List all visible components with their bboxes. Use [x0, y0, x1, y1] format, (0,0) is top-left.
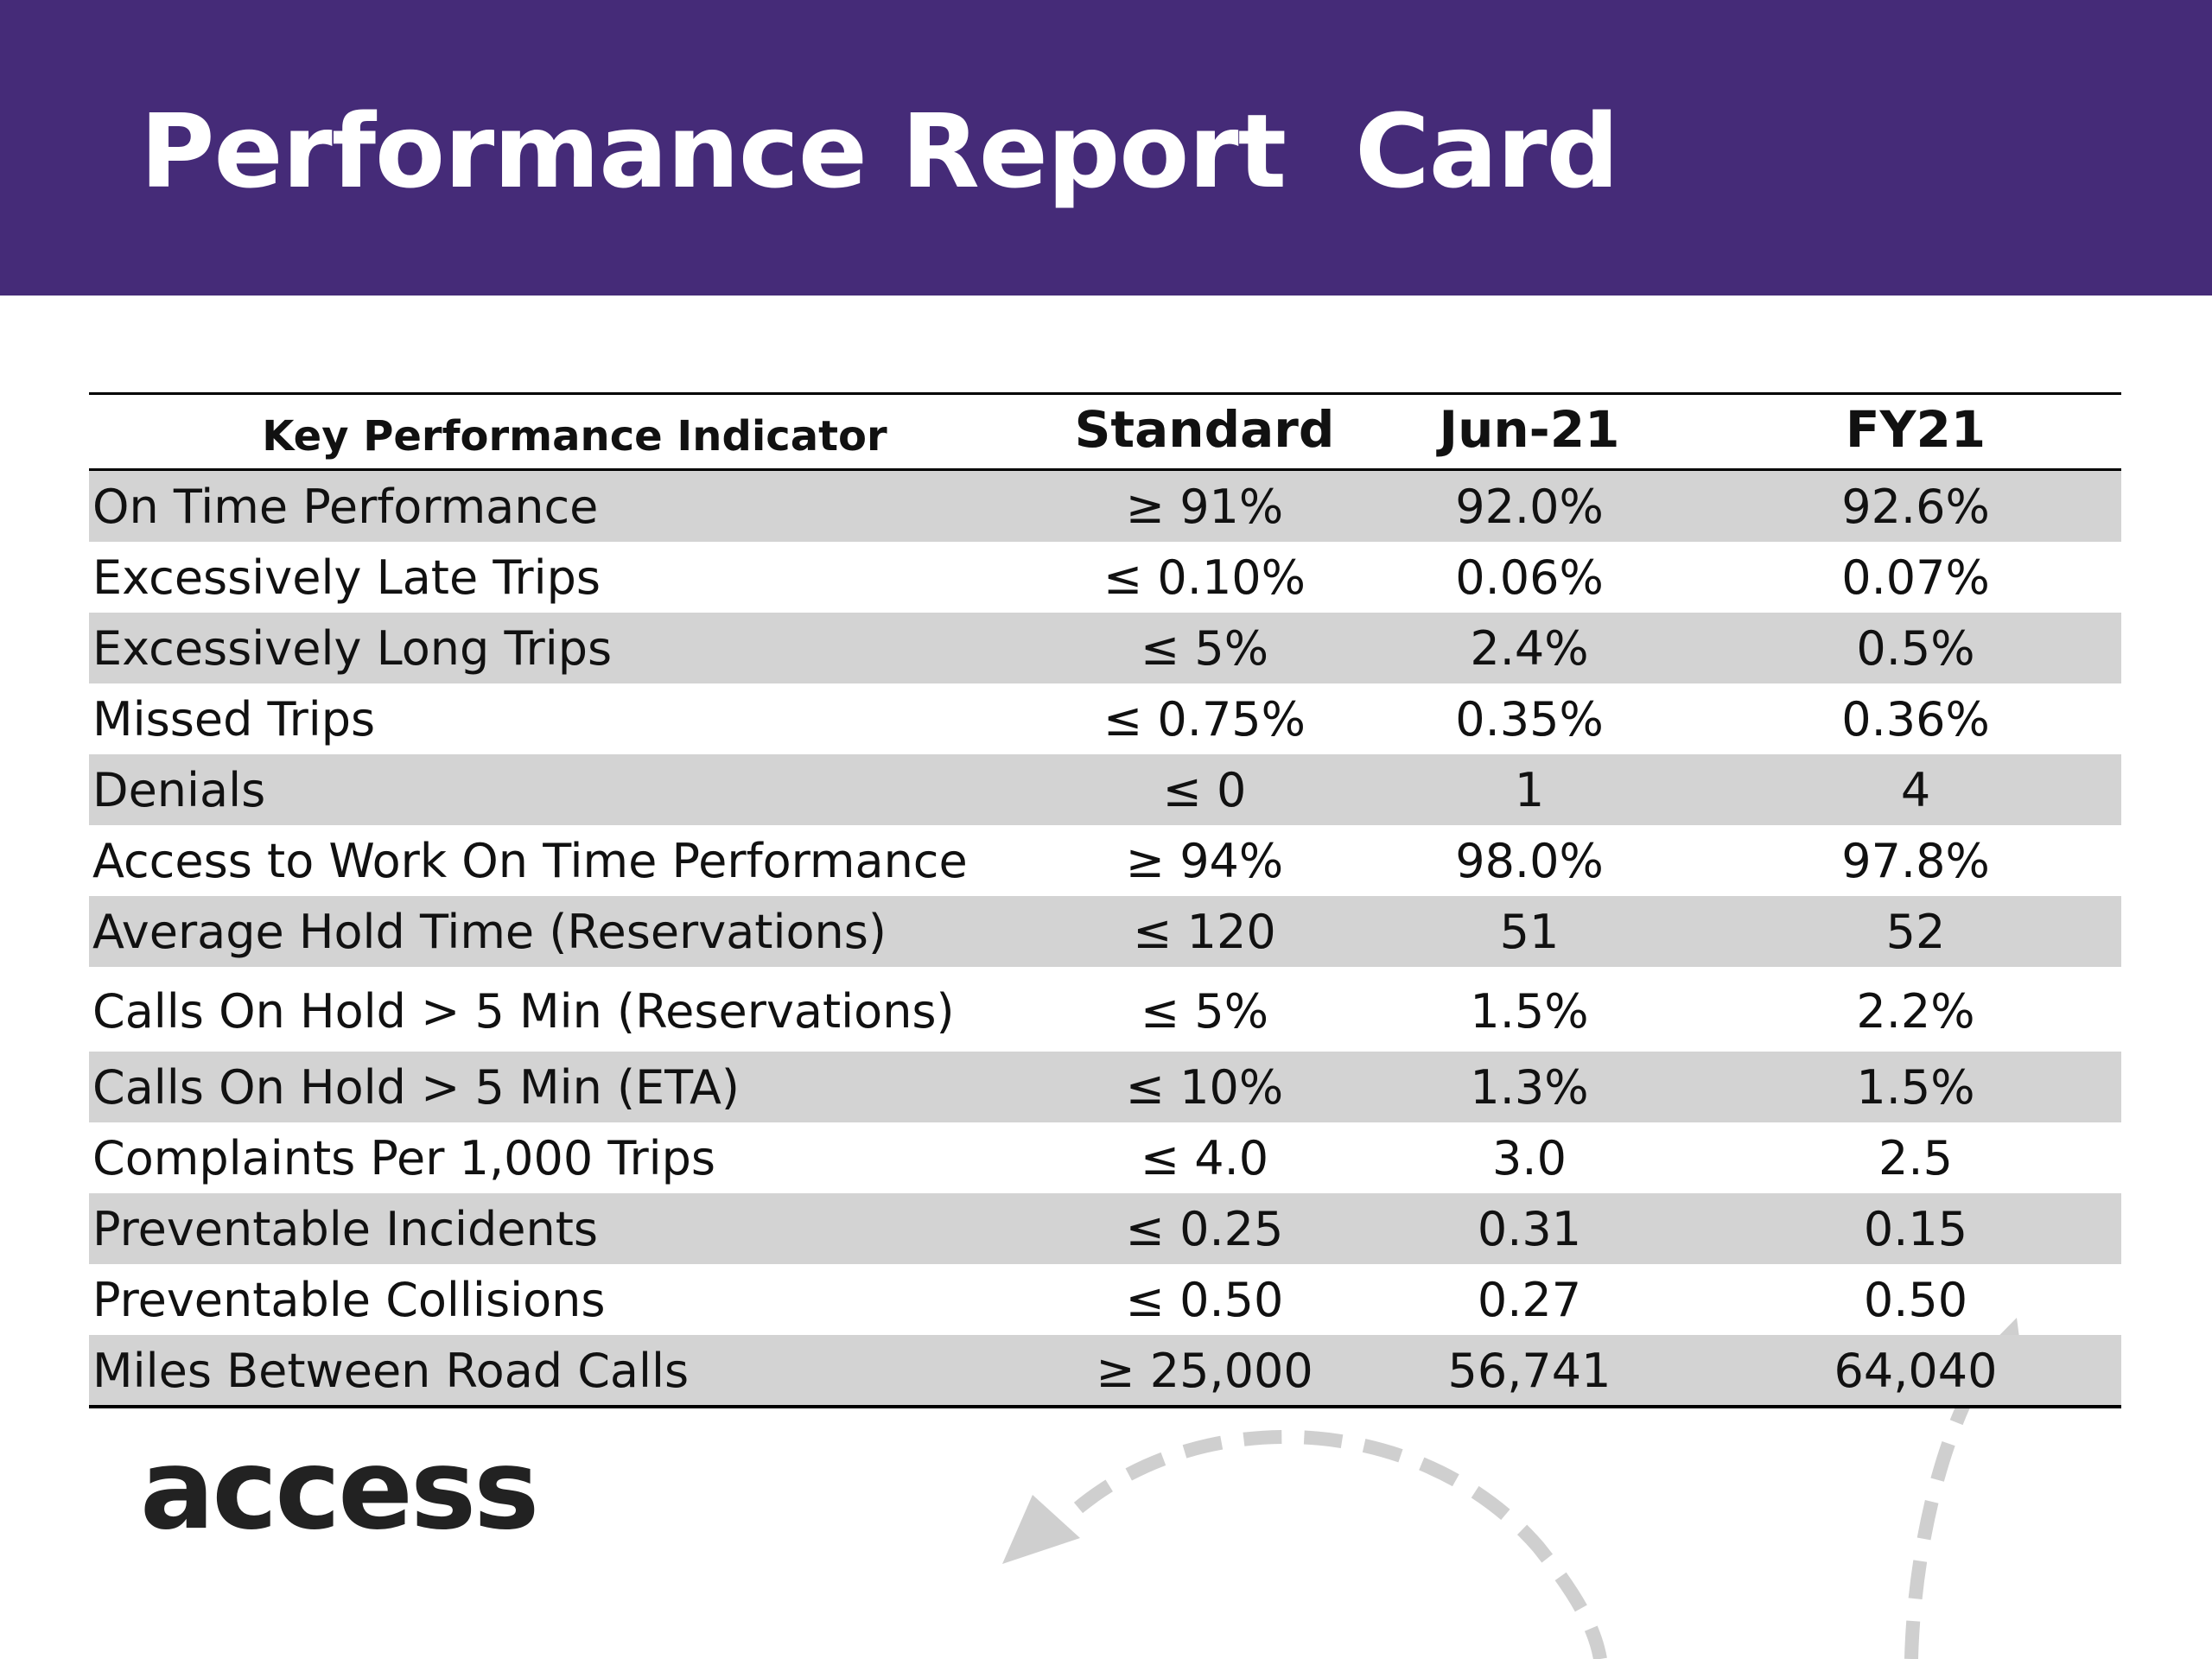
fy21-cell: 0.50 [1863, 1273, 1968, 1327]
table-row: Calls On Hold > 5 Min (Reservations) ≤ 5… [89, 976, 2121, 1046]
standard-cell: ≤ 5% [1140, 621, 1269, 676]
kpi-cell: Preventable Collisions [92, 1273, 606, 1327]
standard-cell: ≤ 5% [1140, 984, 1269, 1039]
fy21-cell: 97.8% [1841, 834, 1990, 888]
kpi-cell: Calls On Hold > 5 Min (Reservations) [92, 984, 955, 1039]
table-top-rule [89, 392, 2121, 395]
table-row: Preventable Collisions ≤ 0.50 0.27 0.50 [89, 1264, 2121, 1335]
table-row: Excessively Long Trips ≤ 5% 2.4% 0.5% [89, 613, 2121, 683]
table-row: Calls On Hold > 5 Min (ETA) ≤ 10% 1.3% 1… [89, 1052, 2121, 1122]
jun21-cell: 56,741 [1447, 1344, 1611, 1398]
table-row: On Time Performance ≥ 91% 92.0% 92.6% [89, 471, 2121, 542]
kpi-cell: Excessively Long Trips [92, 621, 613, 676]
table-row: Excessively Late Trips ≤ 0.10% 0.06% 0.0… [89, 542, 2121, 613]
fy21-cell: 64,040 [1834, 1344, 1998, 1398]
kpi-cell: Complaints Per 1,000 Trips [92, 1131, 716, 1185]
standard-cell: ≤ 0.75% [1103, 692, 1306, 747]
fy21-cell: 0.36% [1841, 692, 1990, 747]
kpi-cell: Excessively Late Trips [92, 550, 601, 605]
table-header-rule [89, 468, 2121, 471]
header-jun21: Jun-21 [1439, 400, 1620, 459]
header-fy21: FY21 [1845, 400, 1986, 459]
jun21-cell: 92.0% [1455, 480, 1604, 534]
jun21-cell: 0.06% [1455, 550, 1604, 605]
standard-cell: ≥ 94% [1125, 834, 1284, 888]
jun21-cell: 1.3% [1470, 1060, 1589, 1115]
kpi-cell: Missed Trips [92, 692, 376, 747]
kpi-cell: Access to Work On Time Performance [92, 834, 968, 888]
table-row: Preventable Incidents ≤ 0.25 0.31 0.15 [89, 1193, 2121, 1264]
standard-cell: ≤ 120 [1133, 905, 1276, 959]
jun21-cell: 2.4% [1470, 621, 1589, 676]
jun21-cell: 98.0% [1455, 834, 1604, 888]
fy21-cell: 4 [1900, 763, 1931, 817]
standard-cell: ≤ 10% [1125, 1060, 1284, 1115]
kpi-cell: Miles Between Road Calls [92, 1344, 690, 1398]
jun21-cell: 0.27 [1477, 1273, 1582, 1327]
fy21-cell: 92.6% [1841, 480, 1990, 534]
left-arrowhead-icon [1002, 1495, 1080, 1564]
table-row: Missed Trips ≤ 0.75% 0.35% 0.36% [89, 683, 2121, 754]
kpi-cell: Average Hold Time (Reservations) [92, 905, 887, 959]
standard-cell: ≥ 91% [1125, 480, 1284, 534]
left-arc-path [1073, 1430, 1607, 1659]
fy21-cell: 0.5% [1856, 621, 1975, 676]
standard-cell: ≤ 0.50 [1125, 1273, 1284, 1327]
jun21-cell: 0.35% [1455, 692, 1604, 747]
header-kpi: Key Performance Indicator [262, 412, 887, 461]
fy21-cell: 1.5% [1856, 1060, 1975, 1115]
kpi-cell: Preventable Incidents [92, 1202, 599, 1256]
fy21-cell: 52 [1885, 905, 1946, 959]
access-logo: access [140, 1426, 539, 1554]
standard-cell: ≤ 0.10% [1103, 550, 1306, 605]
table-header: Key Performance Indicator Standard Jun-2… [89, 395, 2121, 468]
jun21-cell: 1 [1514, 763, 1545, 817]
table-row: Average Hold Time (Reservations) ≤ 120 5… [89, 896, 2121, 967]
jun21-cell: 51 [1499, 905, 1560, 959]
page-title: Performance Report Card [140, 92, 1619, 211]
fy21-cell: 2.2% [1856, 984, 1975, 1039]
kpi-cell: Denials [92, 763, 266, 817]
table-row: Access to Work On Time Performance ≥ 94%… [89, 825, 2121, 896]
table-row: Complaints Per 1,000 Trips ≤ 4.0 3.0 2.5 [89, 1122, 2121, 1193]
jun21-cell: 0.31 [1477, 1202, 1582, 1256]
standard-cell: ≤ 0.25 [1125, 1202, 1284, 1256]
fy21-cell: 0.15 [1863, 1202, 1968, 1256]
table-row: Denials ≤ 0 1 4 [89, 754, 2121, 825]
standard-cell: ≤ 4.0 [1140, 1131, 1269, 1185]
kpi-cell: On Time Performance [92, 480, 599, 534]
table-row: Miles Between Road Calls ≥ 25,000 56,741… [89, 1335, 2121, 1406]
standard-cell: ≥ 25,000 [1096, 1344, 1313, 1398]
fy21-cell: 2.5 [1878, 1131, 1953, 1185]
jun21-cell: 3.0 [1492, 1131, 1567, 1185]
jun21-cell: 1.5% [1470, 984, 1589, 1039]
table-bottom-rule [89, 1405, 2121, 1408]
standard-cell: ≤ 0 [1162, 763, 1247, 817]
kpi-cell: Calls On Hold > 5 Min (ETA) [92, 1060, 740, 1115]
fy21-cell: 0.07% [1841, 550, 1990, 605]
title-banner: Performance Report Card [0, 0, 2212, 296]
header-standard: Standard [1074, 400, 1335, 459]
